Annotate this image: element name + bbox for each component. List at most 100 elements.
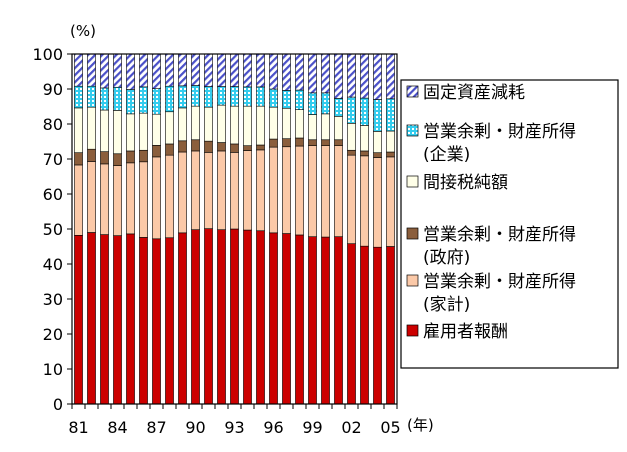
bar-segment-01-s1 xyxy=(334,145,343,237)
bar-segment-03-s0 xyxy=(360,245,369,405)
y-tick-label: 80 xyxy=(43,115,63,134)
bar-segment-89-s3 xyxy=(178,107,187,142)
bar-segment-91-s3 xyxy=(204,106,213,142)
bar-segment-91-s2 xyxy=(204,140,213,153)
bar-segment-82-s4 xyxy=(87,85,96,108)
bar-segment-97-s0 xyxy=(282,233,291,405)
x-tick-label: 81 xyxy=(68,418,88,437)
bar-segment-99-s0 xyxy=(308,236,317,405)
bar-segment-82-s3 xyxy=(87,106,96,150)
y-tick-label: 40 xyxy=(43,255,63,274)
bar-segment-05-s4 xyxy=(386,98,395,132)
legend-label: 営業余剰・財産所得 xyxy=(423,225,576,245)
bar-segment-02-s5 xyxy=(347,53,356,98)
bar-segment-92-s5 xyxy=(217,53,226,87)
legend-label: 間接税純額 xyxy=(423,173,508,193)
bar-segment-99-s3 xyxy=(308,114,317,141)
bar-segment-81-s1 xyxy=(74,164,83,236)
bar-segment-83-s0 xyxy=(100,234,109,405)
bar-segment-88-s2 xyxy=(165,143,174,156)
bar-segment-96-s1 xyxy=(269,146,278,234)
bar-segment-00-s5 xyxy=(321,53,330,94)
bar-segment-03-s2 xyxy=(360,150,369,157)
x-tick-label: 87 xyxy=(146,418,166,437)
bar-segment-99-s4 xyxy=(308,92,317,115)
bar-segment-92-s4 xyxy=(217,86,226,106)
bar-segment-89-s4 xyxy=(178,85,187,109)
bar-segment-83-s5 xyxy=(100,53,109,89)
bar-segment-05-s1 xyxy=(386,156,395,247)
bar-segment-83-s1 xyxy=(100,163,109,235)
bar-segment-01-s4 xyxy=(334,98,343,117)
bar-segment-87-s5 xyxy=(152,53,161,89)
bar-segment-96-s2 xyxy=(269,138,278,148)
bar-segment-94-s0 xyxy=(243,229,252,405)
x-tick-label: 93 xyxy=(224,418,244,437)
x-tick-label: 90 xyxy=(185,418,205,437)
bar-segment-04-s4 xyxy=(373,99,382,132)
bar-segment-03-s5 xyxy=(360,53,369,99)
legend-label: (企業) xyxy=(423,145,470,165)
bar-segment-01-s3 xyxy=(334,116,343,141)
bar-segment-93-s5 xyxy=(230,53,239,87)
x-axis-unit: (年) xyxy=(407,416,434,434)
bar-segment-98-s3 xyxy=(295,109,304,139)
bar-segment-86-s5 xyxy=(139,53,148,88)
bar-segment-89-s5 xyxy=(178,53,187,87)
bar-segment-90-s2 xyxy=(191,139,200,152)
y-tick-label: 60 xyxy=(43,185,63,204)
bar-segment-95-s1 xyxy=(256,149,265,232)
bar-segment-00-s3 xyxy=(321,113,330,141)
bar-segment-94-s1 xyxy=(243,150,252,231)
bar-segment-88-s4 xyxy=(165,85,174,113)
bar-segment-96-s5 xyxy=(269,53,278,90)
bar-segment-86-s3 xyxy=(139,112,148,151)
bar-segment-91-s0 xyxy=(204,228,213,405)
bar-segment-92-s2 xyxy=(217,142,226,152)
bar-segment-94-s4 xyxy=(243,86,252,107)
bar-segment-00-s1 xyxy=(321,145,330,238)
legend-label: (家計) xyxy=(423,295,470,315)
bar-segment-81-s5 xyxy=(74,53,83,87)
bar-segment-01-s5 xyxy=(334,53,343,99)
bar-segment-98-s4 xyxy=(295,89,304,110)
bar-segment-87-s0 xyxy=(152,238,161,405)
bar-segment-97-s3 xyxy=(282,107,291,140)
x-tick-label: 05 xyxy=(380,418,400,437)
legend-box xyxy=(400,79,619,369)
bar-segment-82-s2 xyxy=(87,148,96,162)
y-tick-label: 20 xyxy=(43,325,63,344)
bar-segment-84-s3 xyxy=(113,110,122,155)
bar-segment-02-s1 xyxy=(347,154,356,244)
bars-layer xyxy=(72,53,397,405)
bar-segment-85-s1 xyxy=(126,162,135,235)
legend-label: 営業余剰・財産所得 xyxy=(423,122,576,142)
y-tick-label: 50 xyxy=(43,220,63,239)
bar-segment-89-s0 xyxy=(178,232,187,405)
bar-segment-93-s0 xyxy=(230,228,239,405)
x-tick-label: 84 xyxy=(107,418,127,437)
y-tick-label: 10 xyxy=(43,360,63,379)
legend-swatch xyxy=(406,274,419,287)
y-tick-label: 30 xyxy=(43,290,63,309)
legend-swatch xyxy=(406,227,419,240)
bar-segment-04-s2 xyxy=(373,152,382,158)
bar-segment-96-s0 xyxy=(269,232,278,405)
bar-segment-03-s4 xyxy=(360,97,369,126)
bar-segment-91-s4 xyxy=(204,86,213,108)
legend: 固定資産減耗営業余剰・財産所得(企業)間接税純額営業余剰・財産所得(政府)営業余… xyxy=(400,79,619,369)
bar-segment-83-s3 xyxy=(100,109,109,152)
bar-segment-84-s0 xyxy=(113,235,122,405)
x-tick-label: 96 xyxy=(263,418,283,437)
bar-segment-04-s5 xyxy=(373,53,382,100)
legend-label: 固定資産減耗 xyxy=(423,83,525,103)
bar-segment-84-s2 xyxy=(113,153,122,166)
bar-segment-91-s1 xyxy=(204,152,213,229)
bar-segment-98-s5 xyxy=(295,53,304,91)
bar-segment-00-s0 xyxy=(321,236,330,405)
bar-segment-97-s5 xyxy=(282,53,291,91)
legend-swatch xyxy=(406,124,419,137)
bar-segment-82-s1 xyxy=(87,161,96,233)
bar-segment-05-s5 xyxy=(386,53,395,100)
